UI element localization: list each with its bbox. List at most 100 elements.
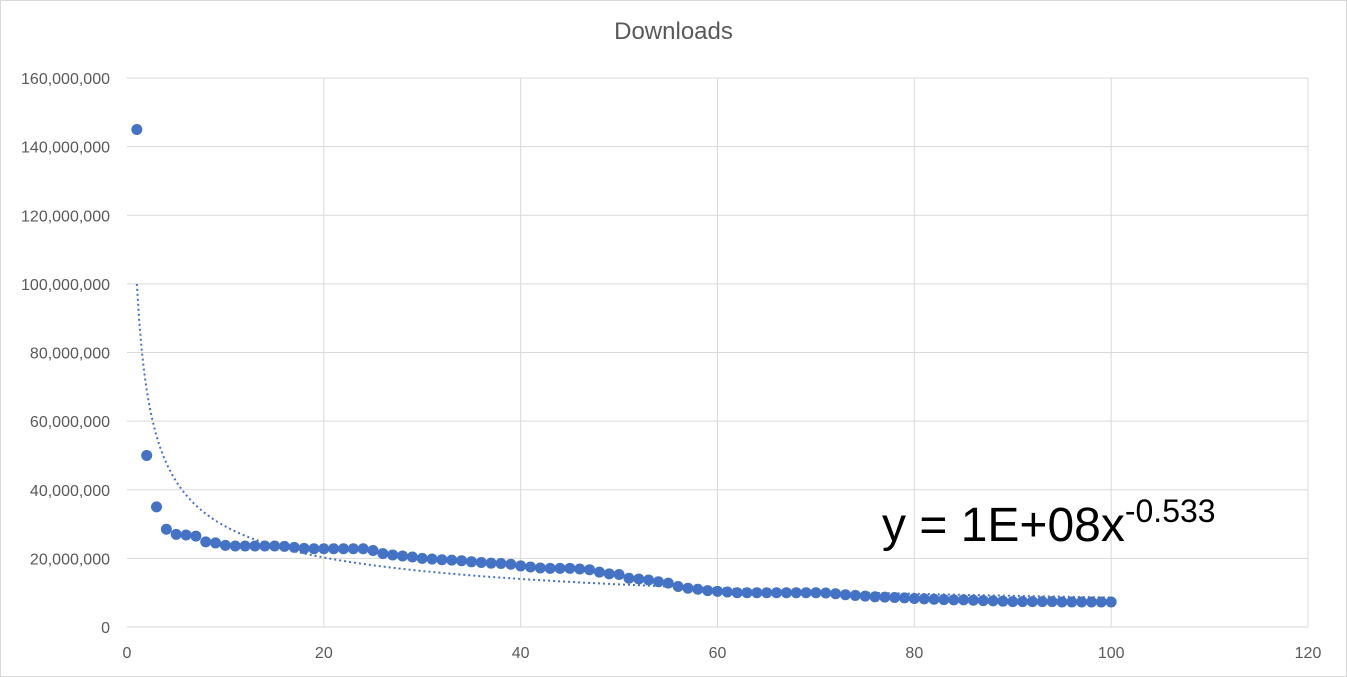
y-axis-tick-labels: 0 20,000,000 40,000,000 60,000,000 80,000,00… bbox=[21, 71, 110, 637]
data-point bbox=[810, 587, 822, 599]
data-point bbox=[190, 530, 202, 542]
data-point bbox=[328, 543, 340, 555]
y-tick-label: 80,000,000 bbox=[30, 346, 110, 363]
data-point bbox=[977, 595, 989, 607]
trendline-equation: y = 1E+08x-0.533 bbox=[882, 493, 1216, 553]
y-tick-label: 0 bbox=[101, 620, 110, 637]
data-point bbox=[229, 540, 241, 552]
data-point bbox=[347, 543, 359, 555]
data-point bbox=[603, 568, 615, 580]
data-point bbox=[879, 591, 891, 603]
data-point bbox=[1036, 596, 1048, 608]
data-point bbox=[377, 548, 389, 560]
data-point bbox=[485, 557, 497, 569]
gridlines bbox=[127, 77, 1309, 628]
data-point bbox=[790, 587, 802, 599]
data-point bbox=[269, 540, 281, 552]
data-point bbox=[456, 555, 468, 567]
chart-title: Downloads bbox=[614, 18, 733, 45]
data-point bbox=[938, 594, 950, 606]
data-point bbox=[702, 585, 714, 597]
data-point bbox=[357, 543, 369, 555]
data-point bbox=[436, 554, 448, 566]
y-tick-label: 160,000,000 bbox=[21, 71, 110, 88]
data-point bbox=[397, 550, 409, 562]
data-point bbox=[731, 587, 743, 599]
data-point bbox=[288, 541, 300, 553]
data-point bbox=[584, 564, 596, 576]
data-point bbox=[141, 449, 153, 461]
data-point bbox=[564, 562, 576, 574]
data-point bbox=[338, 543, 350, 555]
data-point bbox=[249, 540, 261, 552]
data-point bbox=[367, 544, 379, 556]
data-point bbox=[987, 595, 999, 607]
data-point bbox=[633, 573, 645, 585]
data-point bbox=[1076, 596, 1088, 608]
data-point bbox=[662, 577, 674, 589]
y-tick-label: 60,000,000 bbox=[30, 414, 110, 431]
data-point bbox=[534, 562, 546, 574]
x-tick-label: 60 bbox=[709, 645, 727, 662]
data-point bbox=[308, 543, 320, 555]
data-point bbox=[889, 591, 901, 603]
data-point bbox=[761, 587, 773, 599]
data-point bbox=[239, 540, 251, 552]
data-point bbox=[1105, 596, 1117, 608]
data-point bbox=[151, 501, 163, 513]
data-point bbox=[505, 558, 517, 570]
data-point bbox=[1066, 596, 1078, 608]
data-point bbox=[495, 558, 507, 570]
data-point bbox=[997, 595, 1009, 607]
data-point bbox=[465, 556, 477, 568]
x-tick-label: 120 bbox=[1295, 645, 1322, 662]
data-point bbox=[967, 594, 979, 606]
data-point bbox=[672, 581, 684, 593]
data-point bbox=[839, 589, 851, 601]
y-tick-label: 100,000,000 bbox=[21, 277, 110, 294]
data-point bbox=[771, 587, 783, 599]
data-point bbox=[160, 523, 172, 535]
data-point bbox=[593, 566, 605, 578]
x-tick-label: 100 bbox=[1098, 645, 1125, 662]
data-point bbox=[682, 582, 694, 594]
data-point bbox=[869, 591, 881, 603]
data-point bbox=[200, 536, 212, 548]
data-point bbox=[1017, 596, 1029, 608]
data-point bbox=[623, 572, 635, 584]
data-point bbox=[721, 586, 733, 598]
data-point bbox=[475, 556, 487, 568]
data-point bbox=[278, 540, 290, 552]
data-point bbox=[958, 594, 970, 606]
data-point bbox=[1085, 596, 1097, 608]
data-point bbox=[406, 551, 418, 563]
equation-base: y = 1E+08x bbox=[882, 499, 1125, 552]
x-tick-label: 80 bbox=[905, 645, 923, 662]
data-point bbox=[446, 554, 458, 566]
data-point bbox=[544, 562, 556, 574]
data-point bbox=[259, 540, 271, 552]
data-point bbox=[387, 549, 399, 561]
data-point bbox=[525, 561, 537, 573]
x-tick-label: 20 bbox=[315, 645, 333, 662]
data-point bbox=[643, 574, 655, 586]
data-point bbox=[849, 589, 861, 601]
y-tick-label: 20,000,000 bbox=[30, 551, 110, 568]
x-tick-label: 0 bbox=[123, 645, 132, 662]
data-point bbox=[318, 543, 330, 555]
equation-exponent: -0.533 bbox=[1124, 493, 1216, 529]
data-point bbox=[820, 587, 832, 599]
data-point bbox=[692, 583, 704, 595]
data-point bbox=[859, 590, 871, 602]
data-point bbox=[170, 528, 182, 540]
data-point bbox=[830, 588, 842, 600]
data-point bbox=[741, 587, 753, 599]
data-point bbox=[712, 585, 723, 597]
x-tick-label: 40 bbox=[512, 645, 530, 662]
data-point bbox=[780, 587, 792, 599]
data-point bbox=[1095, 596, 1107, 608]
data-points bbox=[131, 123, 1117, 608]
data-point bbox=[298, 542, 310, 554]
